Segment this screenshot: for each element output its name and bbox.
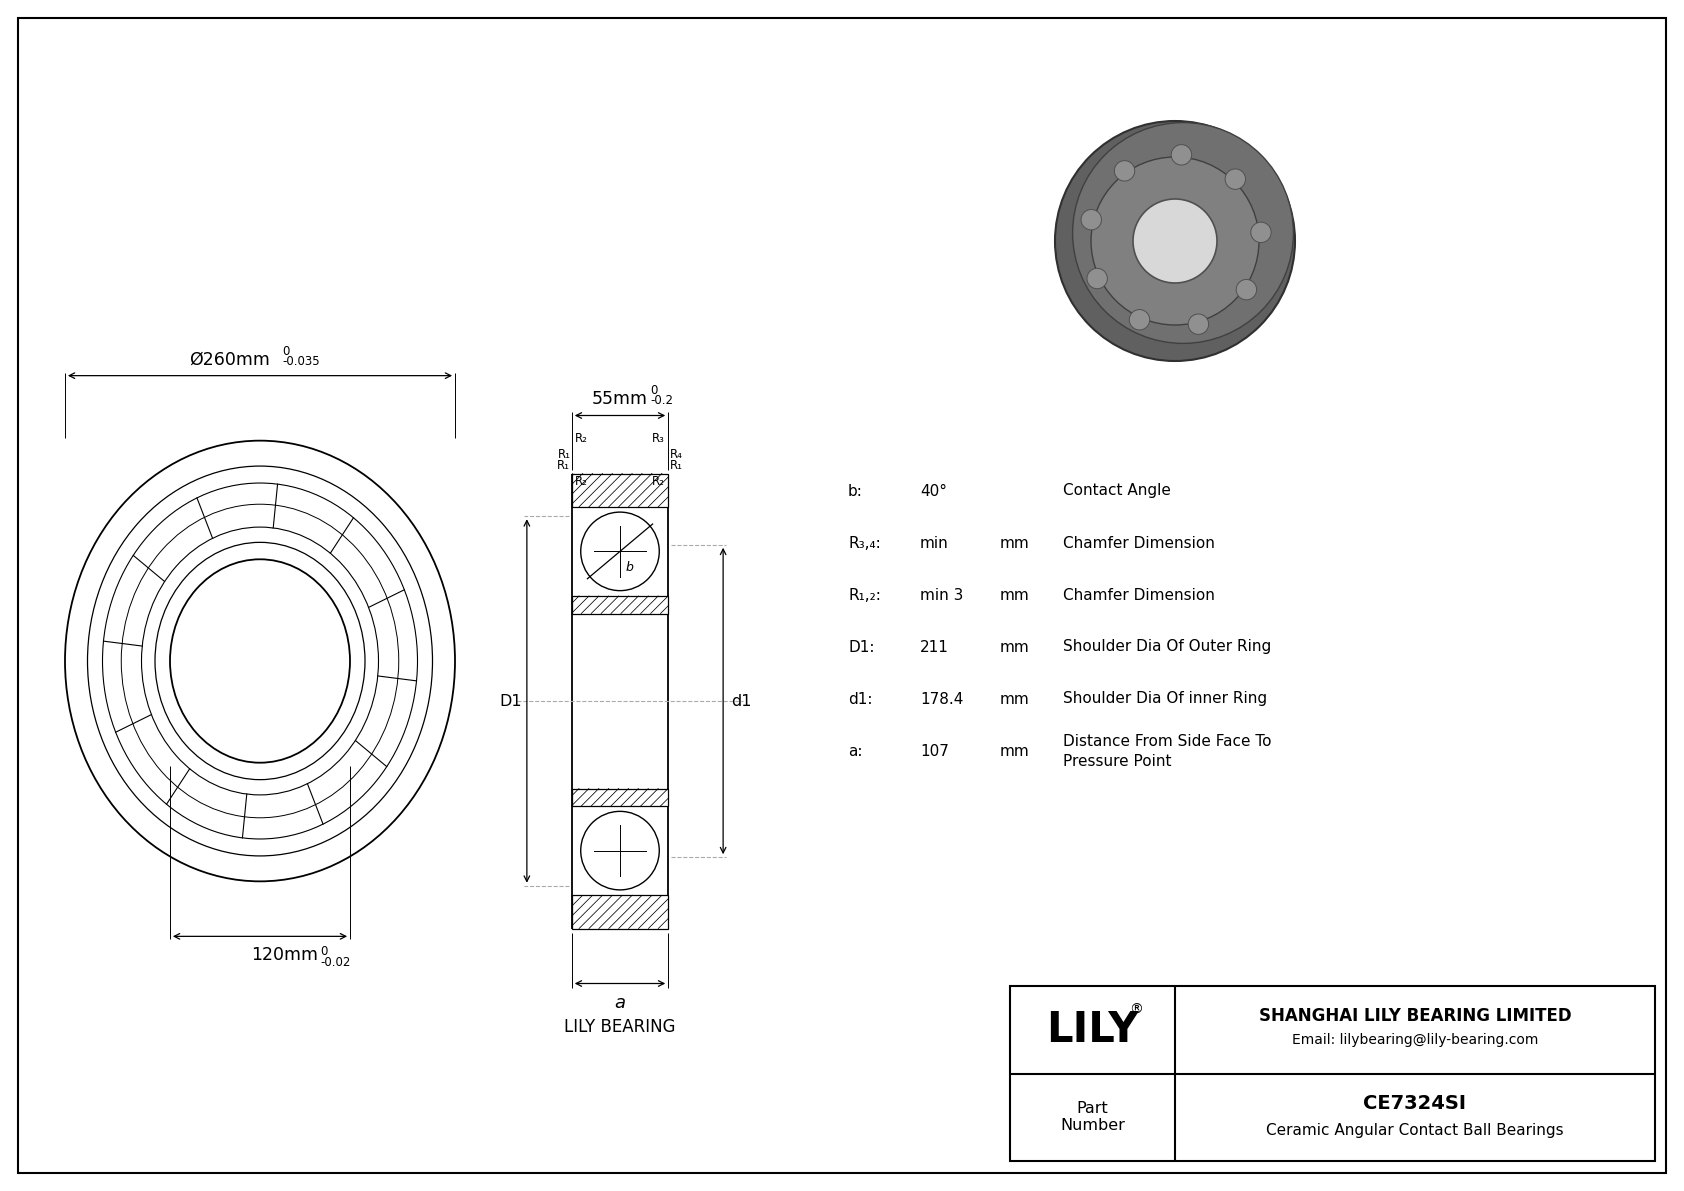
Text: 178.4: 178.4 [919,692,963,706]
Text: a:: a: [849,743,862,759]
Text: Part
Number: Part Number [1059,1100,1125,1134]
Text: CE7324SI: CE7324SI [1364,1093,1467,1112]
Text: Contact Angle: Contact Angle [1063,484,1170,499]
Circle shape [1251,223,1271,243]
Text: 0: 0 [320,946,327,959]
Circle shape [1133,199,1218,283]
Text: Distance From Side Face To: Distance From Side Face To [1063,735,1271,749]
Circle shape [1091,157,1260,325]
Text: Pressure Point: Pressure Point [1063,754,1172,768]
Text: LILY: LILY [1046,1009,1138,1050]
Text: -0.2: -0.2 [650,394,674,407]
Bar [573,596,669,613]
Text: Ceramic Angular Contact Ball Bearings: Ceramic Angular Contact Ball Bearings [1266,1123,1564,1137]
Circle shape [1172,144,1192,166]
Text: D1:: D1: [849,640,874,655]
Circle shape [1130,310,1150,330]
Bar [573,788,669,806]
Text: d1: d1 [731,693,751,709]
Text: -0.035: -0.035 [281,355,320,368]
Text: mm: mm [1000,743,1029,759]
Text: min: min [919,536,948,550]
Bar [1010,986,1655,1161]
Text: 0: 0 [650,385,657,398]
Circle shape [581,512,658,591]
Text: -0.02: -0.02 [320,956,350,969]
Text: Chamfer Dimension: Chamfer Dimension [1063,587,1214,603]
Text: SHANGHAI LILY BEARING LIMITED: SHANGHAI LILY BEARING LIMITED [1258,1006,1571,1024]
Bar [573,896,669,929]
Circle shape [1189,314,1209,335]
Text: Email: lilybearing@lily-bearing.com: Email: lilybearing@lily-bearing.com [1292,1033,1537,1047]
Text: LILY BEARING: LILY BEARING [564,1018,675,1036]
Text: min 3: min 3 [919,587,963,603]
Text: Shoulder Dia Of inner Ring: Shoulder Dia Of inner Ring [1063,692,1266,706]
Text: 55mm: 55mm [593,391,648,409]
Text: a: a [615,993,625,1011]
Text: R₁: R₁ [557,448,571,461]
Circle shape [1054,121,1295,361]
Text: R₂: R₂ [652,475,665,488]
Text: R₁: R₁ [670,459,684,472]
Text: ®: ® [1130,1003,1143,1017]
Text: R₁: R₁ [557,459,569,472]
Text: R₃: R₃ [652,432,665,445]
Text: mm: mm [1000,640,1029,655]
Text: d1:: d1: [849,692,872,706]
Text: R₃,₄:: R₃,₄: [849,536,881,550]
Text: b: b [626,561,633,574]
Ellipse shape [1073,123,1293,343]
Circle shape [1081,210,1101,230]
Text: mm: mm [1000,692,1029,706]
Text: Ø260mm: Ø260mm [190,350,271,369]
Text: 40°: 40° [919,484,946,499]
Text: mm: mm [1000,587,1029,603]
Text: 211: 211 [919,640,948,655]
Text: R₄: R₄ [670,448,684,461]
Text: R₁,₂:: R₁,₂: [849,587,881,603]
Text: D1: D1 [498,693,522,709]
Circle shape [1086,268,1108,288]
Text: 0: 0 [281,344,290,357]
Text: 120mm: 120mm [251,947,318,965]
Text: b:: b: [849,484,862,499]
Circle shape [1115,161,1135,181]
Text: R₂: R₂ [574,475,588,488]
Text: mm: mm [1000,536,1029,550]
Text: 107: 107 [919,743,948,759]
Text: R₂: R₂ [574,432,588,445]
Circle shape [1236,280,1256,300]
Circle shape [581,811,658,890]
Bar [573,474,669,506]
Text: Chamfer Dimension: Chamfer Dimension [1063,536,1214,550]
Text: Shoulder Dia Of Outer Ring: Shoulder Dia Of Outer Ring [1063,640,1271,655]
Circle shape [1226,169,1246,189]
